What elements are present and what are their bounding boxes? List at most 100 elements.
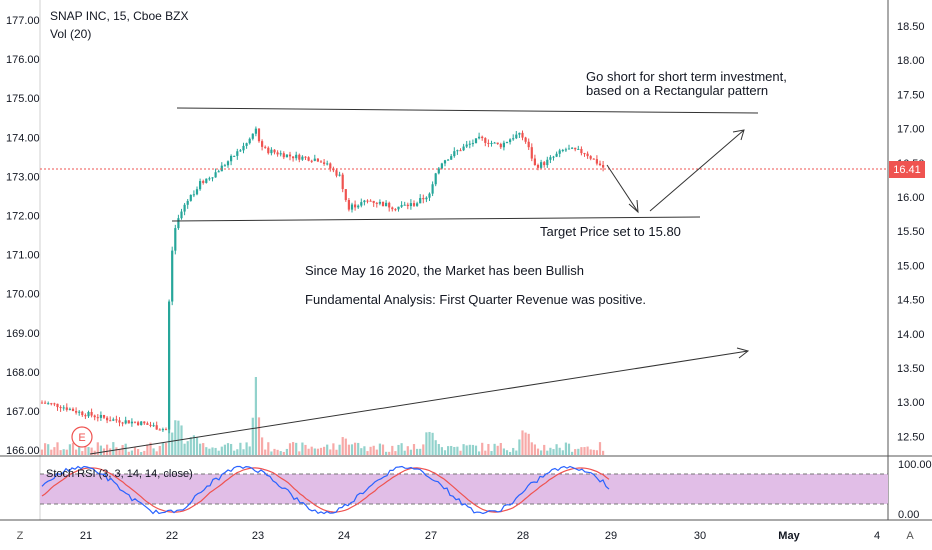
candle-body	[90, 412, 93, 416]
candle-body	[403, 204, 406, 206]
target-note: Target Price set to 15.80	[540, 224, 681, 239]
candle-body	[487, 142, 490, 144]
volume-bar	[400, 443, 403, 455]
time-tick-label: 4	[874, 530, 880, 542]
stoch-d-line	[41, 467, 610, 513]
volume-bar	[242, 449, 245, 455]
candle-body	[137, 422, 140, 425]
stoch-lines	[41, 465, 610, 515]
volume-bar	[84, 445, 87, 455]
volume-bar	[431, 432, 434, 455]
left-tick-label: 170.00	[6, 289, 40, 301]
volume-bar	[121, 445, 124, 455]
left-tick-label: 171.00	[6, 250, 40, 262]
volume-bar	[285, 448, 288, 455]
volume-bar	[59, 450, 62, 455]
candle-body	[577, 148, 580, 150]
volume-bar	[140, 451, 143, 455]
volume-bar	[254, 377, 257, 455]
volume-bar	[282, 451, 285, 455]
volume-bar	[443, 450, 447, 455]
volume-bar	[186, 441, 189, 455]
volume-bar	[409, 449, 412, 455]
candle-body	[502, 142, 505, 148]
volume-bar	[474, 445, 478, 455]
candle-body	[183, 204, 186, 212]
fundamental-note: Fundamental Analysis: First Quarter Reve…	[305, 292, 646, 307]
candle-body	[323, 162, 326, 164]
volume-bar	[87, 447, 90, 455]
candle-body	[366, 200, 369, 202]
candle-body	[102, 414, 106, 418]
candle-body	[552, 156, 555, 158]
right-tick-label: 17.50	[897, 89, 925, 101]
candle-body	[394, 209, 397, 211]
candle-body	[521, 132, 524, 138]
volume-bar	[567, 443, 571, 455]
stoch-band	[40, 474, 888, 504]
candle-body	[478, 136, 481, 139]
candle-body	[133, 421, 137, 423]
left-price-axis: 177.00 176.00 175.00 174.00 173.00 172.00 171.…	[6, 15, 40, 457]
candle-body	[509, 139, 512, 143]
volume-bar	[512, 447, 515, 455]
time-axis[interactable]: 21 22 23 24 27 28 29 30 May 4	[80, 530, 880, 542]
candle-body	[62, 407, 65, 409]
candle-body	[195, 189, 199, 195]
volume-bar	[397, 444, 400, 455]
candle-body	[146, 423, 149, 425]
volume-bar	[319, 447, 323, 455]
volume-bar	[462, 444, 465, 455]
time-tick-label: May	[778, 530, 800, 542]
candle-body	[518, 132, 521, 135]
right-tick-label: 13.50	[897, 363, 925, 375]
volume-bar	[344, 438, 347, 455]
right-price-axis[interactable]: 18.5018.0017.5017.0016.5016.0015.5015.00…	[897, 21, 925, 443]
candle-body	[319, 161, 323, 163]
volume-bar	[468, 444, 471, 455]
volume-bar	[329, 449, 332, 455]
candle-body	[53, 403, 56, 405]
candle-body	[295, 154, 298, 159]
volume-bar	[65, 449, 68, 455]
candle-body	[388, 202, 391, 208]
volume-bar	[47, 444, 50, 455]
volume-bar	[518, 439, 521, 455]
right-tick-label: 12.50	[897, 431, 925, 443]
volume-bar	[205, 447, 208, 455]
candle-body	[564, 149, 567, 151]
candle-body	[543, 162, 546, 166]
volume-bar	[471, 444, 474, 455]
volume-bar	[310, 446, 313, 455]
volume-bars	[40, 340, 605, 455]
candle-body	[496, 142, 499, 145]
volume-bar	[313, 448, 316, 455]
candle-body	[580, 148, 583, 154]
volume-bar	[68, 444, 71, 455]
right-tick-label: 18.00	[897, 55, 925, 67]
candle-body	[285, 154, 288, 158]
candle-body	[189, 194, 192, 201]
candle-body	[298, 154, 301, 160]
candle-body	[245, 143, 248, 146]
volume-bar	[372, 445, 375, 455]
candle-body	[56, 403, 59, 408]
volume-bar	[236, 449, 239, 455]
price-badge	[889, 161, 925, 178]
volume-bar	[564, 442, 567, 455]
volume-bar	[378, 443, 381, 455]
volume-bar	[124, 443, 127, 455]
candle-body	[400, 205, 403, 207]
zoom-corner-button[interactable]: Z	[17, 530, 24, 542]
candle-body	[282, 153, 285, 158]
volume-bar	[354, 442, 357, 455]
candle-body	[490, 142, 493, 144]
candle-body	[50, 403, 53, 405]
volume-bar	[546, 450, 549, 455]
candle-body	[499, 144, 502, 148]
volume-bar	[106, 444, 109, 455]
volume-bar	[326, 444, 329, 455]
auto-scale-button[interactable]: A	[906, 530, 914, 542]
volume-bar	[515, 450, 518, 455]
earnings-marker[interactable]	[71, 426, 93, 448]
